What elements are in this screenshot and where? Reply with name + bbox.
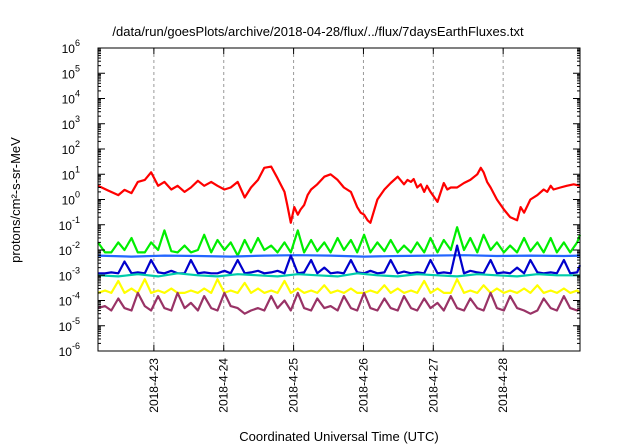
y-axis-title: protons/cm²-s-sr-MeV [8, 137, 23, 263]
x-tick-label: 2018-4-24 [217, 358, 231, 413]
y-tick-label: 105 [62, 63, 80, 81]
y-tick-label: 106 [62, 38, 80, 56]
y-tick-label: 10-4 [59, 291, 80, 309]
series-line-6 [97, 291, 581, 315]
series-line-1 [97, 226, 582, 257]
series-line-0 [97, 165, 581, 224]
chart-title: /data/run/goesPlots/archive/2018-04-28/f… [112, 24, 524, 39]
y-tick-label: 104 [62, 89, 80, 107]
series-line-4 [97, 272, 580, 278]
y-tick-label: 10-5 [59, 316, 80, 334]
series-line-5 [97, 278, 581, 294]
y-tick-label: 103 [62, 114, 80, 132]
x-axis-title: Coordinated Universal Time (UTC) [239, 429, 438, 444]
y-tick-label: 100 [62, 190, 80, 208]
y-tick-label: 102 [62, 139, 80, 157]
y-tick-label: 10-6 [59, 341, 80, 359]
x-tick-label: 2018-4-25 [287, 358, 301, 413]
x-tick-label: 2018-4-27 [426, 358, 440, 413]
y-tick-label: 10-1 [59, 215, 80, 233]
x-tick-label: 2018-4-23 [147, 358, 161, 413]
y-tick-label: 10-3 [59, 265, 80, 283]
x-tick-label: 2018-4-28 [496, 358, 510, 413]
y-tick-label: 10-2 [59, 240, 80, 258]
y-tick-label: 101 [62, 164, 80, 182]
data-series [97, 165, 582, 315]
y-axis-ticks: 10-6 10-5 10-4 10-3 10-2 10-1 100 101 102 103 104 1… [59, 38, 580, 359]
x-axis-ticks: 2018-4-23 2018-4-24 2018-4-25 2018-4-26 2018… [147, 48, 510, 413]
series-line-2 [97, 254, 581, 258]
grid-lines [153, 48, 504, 351]
x-tick-label: 2018-4-26 [356, 358, 370, 413]
